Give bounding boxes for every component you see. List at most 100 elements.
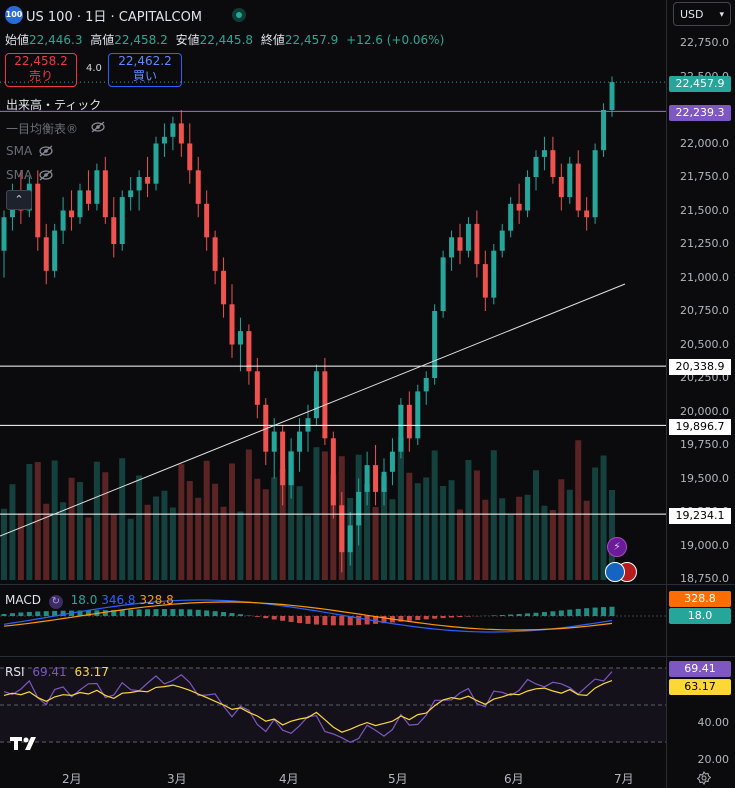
- candle-body: [111, 217, 117, 244]
- candle-body: [465, 223, 471, 251]
- macd-histogram-bar: [212, 611, 218, 616]
- candle-body: [94, 170, 100, 204]
- volume-bar: [26, 464, 33, 580]
- macd-legend[interactable]: MACD ↻ 18.0 346.8 328.8: [5, 593, 174, 609]
- ichimoku-indicator-label[interactable]: 一目均衡表®: [6, 122, 79, 136]
- candle-body: [592, 150, 598, 218]
- open-value: 22,446.3: [29, 33, 83, 47]
- macd-histogram-bar: [288, 616, 294, 622]
- candle-body: [423, 378, 429, 392]
- macd-histogram-bar: [170, 609, 176, 616]
- volume-bar: [490, 450, 497, 580]
- eye-hidden-icon[interactable]: [38, 169, 54, 181]
- volume-bar: [144, 504, 151, 580]
- candle-body: [525, 177, 531, 211]
- volume-bar: [330, 474, 337, 580]
- sell-label: 売り: [28, 69, 53, 83]
- chevron-down-icon: ▾: [719, 10, 724, 20]
- symbol-logo[interactable]: 100: [5, 6, 23, 24]
- sma1-indicator-label[interactable]: SMA: [6, 144, 33, 158]
- volume-bar: [600, 455, 607, 580]
- macd-histogram-bar: [423, 616, 429, 620]
- macd-histogram-bar: [43, 611, 49, 616]
- candle-body: [178, 123, 184, 144]
- candle-body: [263, 404, 269, 452]
- macd-value-2: 346.8: [101, 593, 136, 607]
- candle-body: [482, 264, 488, 298]
- currency-select[interactable]: USD ▾: [673, 2, 731, 26]
- candle-body: [145, 177, 151, 184]
- hline-tag-1: 20,338.9: [669, 359, 731, 375]
- sell-price: 22,458.2: [14, 54, 68, 68]
- candle-body: [533, 156, 539, 177]
- us-flag-icon[interactable]: [605, 562, 625, 582]
- volume-bar: [245, 449, 252, 580]
- candle-body: [516, 203, 522, 211]
- macd-histogram-bar: [119, 609, 125, 616]
- volume-bar: [68, 477, 75, 580]
- close-value: 22,457.9: [284, 33, 339, 47]
- volume-bar: [507, 515, 514, 580]
- volume-bar: [448, 480, 455, 580]
- candle-body: [60, 210, 66, 231]
- month-label: 7月: [614, 772, 634, 786]
- price-axis-label: 20,000.0: [680, 404, 729, 418]
- collapse-legend-button[interactable]: ⌃: [6, 190, 32, 210]
- volume-bar: [516, 496, 523, 580]
- candle-body: [85, 190, 91, 204]
- rsi-legend[interactable]: RSI 69.41 63.17: [5, 665, 109, 679]
- macd-histogram-bar: [415, 616, 421, 621]
- volume-bar: [609, 490, 615, 580]
- candle-body: [313, 371, 319, 419]
- pane-separator: [0, 584, 735, 585]
- price-axis-label: 21,000.0: [680, 270, 729, 284]
- price-axis-label: 20,500.0: [680, 337, 729, 351]
- macd-histogram-bar: [322, 616, 328, 626]
- tradingview-logo-icon[interactable]: [8, 734, 42, 752]
- gear-icon[interactable]: [697, 771, 711, 785]
- low-value: 22,445.8: [199, 33, 254, 47]
- macd-histogram-bar: [187, 609, 193, 616]
- lightning-event-icon[interactable]: ⚡: [607, 537, 627, 557]
- candle-body: [288, 451, 294, 486]
- rsi-ma-line: [3, 680, 613, 733]
- volume-bar: [262, 489, 269, 580]
- candle-body: [567, 163, 573, 198]
- candle-body: [119, 197, 125, 244]
- macd-histogram-bar: [271, 616, 277, 620]
- volume-bar: [499, 498, 506, 580]
- macd-histogram-bar: [161, 609, 167, 616]
- market-status-icon[interactable]: [232, 8, 246, 22]
- volume-indicator-label[interactable]: 出来高・ティック: [6, 98, 102, 112]
- candle-body: [601, 110, 607, 151]
- candle-body: [609, 82, 615, 110]
- sell-button[interactable]: 22,458.2 売り: [5, 53, 77, 87]
- candle-body: [77, 190, 83, 218]
- eye-hidden-icon[interactable]: [38, 145, 54, 157]
- volume-bar: [110, 514, 117, 580]
- buy-button[interactable]: 22,462.2 買い: [108, 53, 182, 87]
- rsi-label: RSI: [5, 665, 25, 679]
- macd-histogram-bar: [356, 616, 362, 625]
- candle-body: [381, 471, 387, 492]
- volume-bar: [178, 464, 185, 580]
- candle-body: [221, 270, 227, 305]
- change-value: +12.6 (+0.06%): [346, 33, 445, 47]
- symbol-title[interactable]: US 100 · 1日 · CAPITALCOM: [26, 10, 203, 25]
- volume-bar: [524, 494, 531, 580]
- volume-bar: [119, 458, 126, 580]
- macd-histogram-bar: [77, 610, 83, 616]
- volume-bar: [203, 460, 210, 580]
- volume-bar: [296, 486, 303, 580]
- eye-hidden-icon[interactable]: [90, 121, 106, 133]
- volume-bar: [169, 507, 176, 580]
- volume-bar: [364, 484, 371, 580]
- macd-histogram-bar: [111, 610, 117, 616]
- candle-body: [406, 404, 412, 439]
- price-axis-label: 21,750.0: [680, 170, 729, 183]
- rsi-axis-label: 40.00: [697, 716, 730, 729]
- macd-settings-icon[interactable]: ↻: [48, 595, 63, 609]
- price-axis-label: 19,750.0: [680, 438, 729, 451]
- sma2-indicator-label[interactable]: SMA: [6, 168, 33, 182]
